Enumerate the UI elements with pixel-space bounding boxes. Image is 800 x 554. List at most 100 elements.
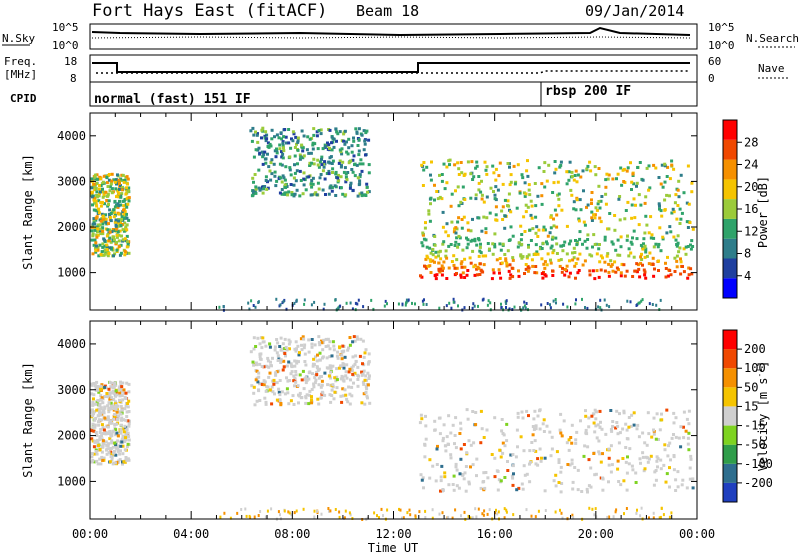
velocity-echo [587, 425, 591, 429]
power-echo [503, 253, 507, 256]
power-echo [126, 182, 129, 186]
power-echo [364, 131, 368, 135]
velocity-echo [344, 374, 348, 378]
power-echo [453, 244, 457, 247]
velocity-echo [667, 444, 670, 448]
velocity-echo [252, 363, 256, 367]
velocity-echo [335, 375, 339, 379]
velocity-echo [630, 464, 634, 468]
velocity-echo [91, 459, 95, 462]
power-echo [262, 187, 265, 191]
velocity-echo [328, 347, 332, 351]
velocity-echo [475, 474, 478, 478]
velocity-echo [573, 466, 577, 469]
velocity-echo [338, 346, 342, 350]
power-echo [465, 273, 469, 277]
velocity-echo [552, 479, 556, 483]
velocity-echo [609, 428, 613, 431]
power-echo [118, 199, 121, 203]
velocity-echo [520, 410, 524, 414]
power-echo [101, 229, 105, 233]
power-echo [615, 177, 618, 181]
velocity-echo [341, 394, 345, 398]
power-echo [452, 300, 455, 304]
power-echo [345, 301, 348, 305]
power-echo [344, 180, 348, 184]
power-echo [95, 173, 99, 177]
power-echo [256, 132, 259, 136]
power-echo [302, 171, 306, 175]
velocity-echo [586, 445, 590, 449]
power-echo [123, 210, 127, 214]
power-echo [336, 176, 340, 180]
power-echo [330, 148, 334, 152]
power-echo [677, 250, 681, 254]
velocity-echo [91, 425, 95, 429]
velocity-echo [266, 509, 269, 513]
power-echo [123, 249, 127, 253]
velocity-echo [501, 432, 505, 435]
power-echo [588, 160, 592, 164]
power-echo [108, 185, 112, 189]
power-echo [520, 233, 524, 236]
nave-label: Nave [758, 62, 785, 75]
power-echo [106, 254, 110, 258]
velocity-echo [273, 348, 277, 352]
power-echo [117, 192, 121, 196]
freq-label-2: [MHz] [4, 68, 37, 81]
velocity-echo [635, 427, 639, 431]
power-echo [411, 301, 413, 305]
velocity-echo [574, 438, 578, 442]
velocity-echo [366, 383, 370, 387]
power-echo [107, 222, 110, 226]
power-echo [117, 239, 121, 243]
power-echo [534, 231, 538, 235]
power-echo [440, 173, 444, 176]
power-echo [309, 182, 313, 186]
velocity-echo [645, 443, 649, 447]
velocity-echo [119, 430, 123, 434]
power-echo [491, 268, 495, 272]
power-echo [339, 186, 343, 190]
power-echo [452, 254, 456, 258]
velocity-echo [329, 400, 333, 404]
velocity-echo [307, 402, 311, 406]
power-echo [123, 237, 127, 241]
velocity-echo [493, 475, 497, 479]
power-echo [105, 243, 109, 247]
power-echo [346, 171, 350, 174]
velocity-echo [349, 378, 352, 382]
power-echo [635, 262, 639, 266]
cpid-label: CPID [10, 92, 37, 105]
velocity-echo [510, 474, 514, 478]
velocity-echo [297, 360, 300, 364]
velocity-echo [594, 417, 598, 421]
velocity-echo [111, 462, 115, 466]
power-echo [449, 243, 453, 246]
power-echo [549, 303, 551, 307]
power-echo [95, 225, 99, 229]
time-tick-label: 08:00 [274, 527, 310, 541]
power-echo [364, 153, 367, 157]
velocity-echo [680, 483, 684, 487]
power-echo [308, 161, 312, 165]
velocity-echo [516, 411, 520, 415]
power-echo [262, 153, 266, 157]
velocity-echo [320, 383, 324, 387]
velocity-echo [294, 373, 298, 377]
power-echo [647, 164, 651, 168]
velocity-echo [314, 378, 318, 382]
power-echo [679, 272, 683, 276]
power-echo [463, 257, 467, 261]
velocity-echo [348, 367, 352, 371]
power-echo [422, 168, 426, 172]
power-echo [577, 219, 581, 223]
velocity-echo [336, 350, 340, 354]
power-echo [367, 171, 371, 175]
power-echo [681, 265, 684, 268]
power-echo [549, 261, 553, 265]
velocity-echo [652, 416, 656, 420]
power-echo [444, 249, 448, 253]
power-echo [658, 204, 661, 208]
